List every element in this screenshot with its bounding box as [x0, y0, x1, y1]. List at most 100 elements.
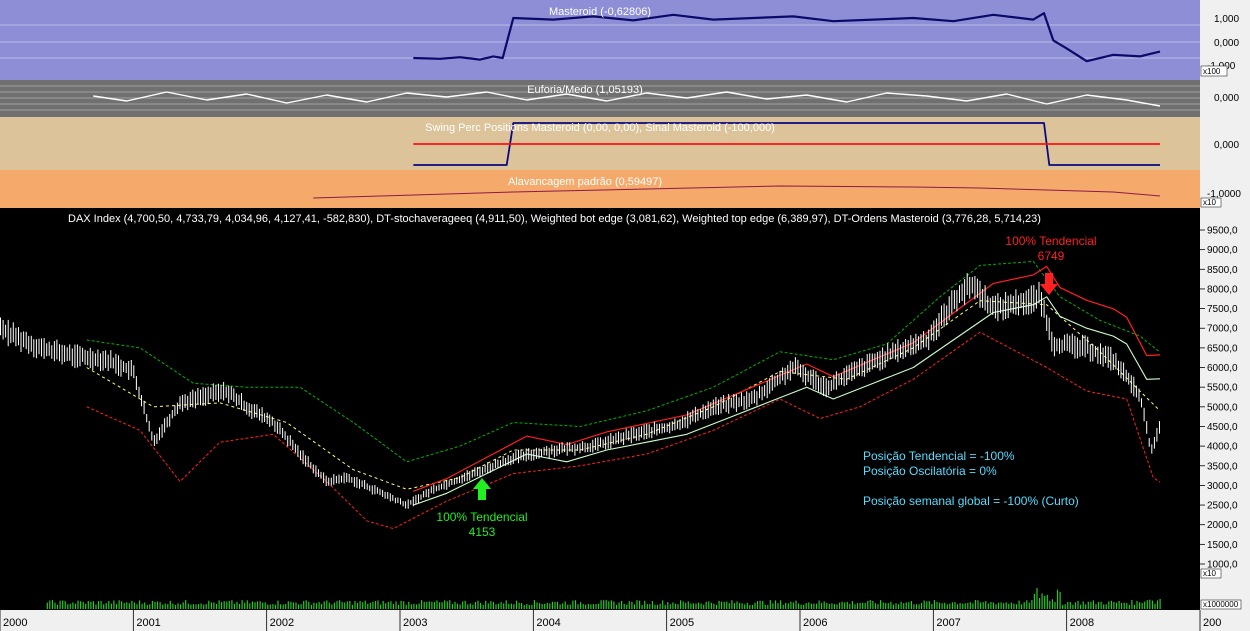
volume-bar	[505, 600, 507, 609]
volume-bar	[1097, 602, 1100, 609]
volume-bar	[556, 601, 559, 609]
volume-bar	[295, 602, 297, 609]
volume-bar	[1000, 602, 1002, 609]
volume-bar	[844, 602, 846, 609]
volume-bar	[456, 603, 459, 609]
volume-badge-box-2	[1200, 599, 1242, 610]
time-axis-label: 200	[1203, 617, 1221, 629]
volume-bar	[867, 600, 869, 609]
volume-bar	[336, 601, 338, 609]
volume-bar	[1128, 604, 1130, 609]
volume-bar	[631, 601, 633, 609]
alavancagem-scale-badge-box	[1200, 197, 1222, 208]
volume-bar	[90, 601, 92, 609]
volume-bar	[1087, 601, 1089, 609]
time-axis-label: 2000	[3, 617, 27, 629]
volume-bar	[756, 601, 759, 609]
volume-bar	[1010, 602, 1012, 609]
volume-bar	[869, 600, 871, 609]
volume-bar	[900, 601, 902, 609]
masteroid-tick-2: 0,000	[1214, 38, 1239, 49]
price-axis-label: 3000,0	[1207, 481, 1238, 492]
volume-bar	[692, 603, 694, 609]
volume-bar	[308, 601, 310, 609]
volume-bar	[674, 603, 677, 609]
volume-bar	[239, 603, 241, 609]
volume-bar	[803, 604, 805, 609]
volume-bar	[785, 602, 787, 609]
volume-bar	[59, 600, 61, 609]
volume-bar	[718, 600, 720, 609]
price-axis-label: 1000,0	[1207, 560, 1238, 571]
volume-bar	[721, 601, 723, 609]
volume-bar	[790, 601, 792, 609]
volume-bar	[544, 603, 546, 609]
volume-bar	[856, 603, 859, 609]
volume-bar	[1121, 602, 1123, 609]
volume-bar	[639, 600, 641, 609]
volume-bar	[654, 604, 656, 609]
volume-bar	[172, 603, 174, 609]
volume-bar	[269, 604, 271, 609]
volume-bar	[513, 604, 515, 609]
volume-bar	[551, 601, 553, 609]
volume-bar	[441, 602, 443, 609]
volume-bar	[626, 604, 628, 609]
volume-bar	[385, 603, 387, 609]
volume-bar	[251, 601, 253, 609]
volume-bar	[951, 602, 953, 609]
volume-bar	[667, 602, 669, 609]
volume-bar	[121, 601, 123, 609]
volume-bar	[1141, 603, 1143, 609]
volume-bar	[444, 600, 446, 609]
volume-bar	[1023, 602, 1025, 609]
volume-bar	[815, 603, 818, 609]
volume-bar	[749, 604, 751, 609]
sinal-masteroid-line	[413, 122, 1160, 166]
volume-bar	[587, 604, 589, 609]
volume-bar	[436, 600, 438, 609]
volume-bar	[949, 603, 951, 609]
volume-bar	[54, 602, 56, 609]
volume-bar	[454, 601, 456, 609]
volume-badge-1: x10	[1203, 569, 1216, 578]
volume-bar	[182, 602, 184, 609]
buy-signal-value: 4153	[469, 525, 496, 539]
volume-bar	[490, 601, 492, 609]
volume-bar	[1051, 599, 1053, 609]
volume-bar	[1136, 600, 1138, 609]
volume-bar	[297, 604, 300, 609]
volume-bar	[428, 601, 430, 609]
volume-bar	[772, 603, 774, 609]
volume-bar	[1133, 604, 1135, 609]
volume-bar	[1074, 602, 1077, 609]
volume-bar	[167, 604, 169, 609]
volume-bar	[128, 603, 130, 609]
volume-bar	[323, 601, 325, 609]
volume-bar	[254, 602, 256, 609]
volume-bar	[754, 602, 756, 609]
volume-bar	[582, 604, 584, 609]
volume-bar	[469, 603, 471, 609]
volume-bar	[408, 601, 410, 609]
volume-bar	[287, 601, 289, 609]
volume-bar	[1069, 602, 1071, 609]
volume-badge-box-1	[1200, 568, 1222, 579]
volume-bar	[1041, 593, 1043, 609]
volume-bar	[713, 603, 715, 609]
volume-bar	[164, 603, 166, 609]
volume-bar	[1154, 603, 1156, 609]
volume-bar	[905, 602, 907, 609]
volume-bar	[418, 603, 420, 609]
price-axis-label: 5500,0	[1207, 383, 1238, 394]
volume-bar	[208, 600, 210, 609]
volume-bar	[969, 602, 971, 609]
volume-bar	[144, 602, 146, 609]
volume-bar	[508, 604, 510, 609]
volume-bar	[723, 601, 725, 609]
volume-bar	[497, 603, 500, 609]
volume-bar	[62, 600, 64, 609]
volume-bar	[321, 604, 323, 609]
volume-bar	[110, 603, 112, 609]
